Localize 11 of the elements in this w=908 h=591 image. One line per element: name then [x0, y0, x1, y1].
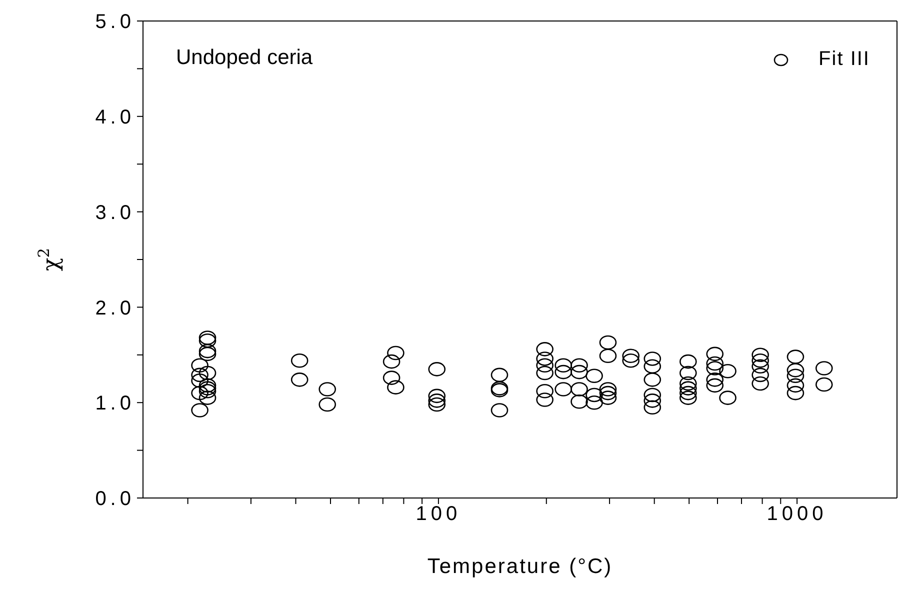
legend-label: Fit III	[818, 48, 870, 71]
y-tick-label: 4.0	[95, 106, 135, 128]
x-axis-title: Temperature (°C)	[427, 555, 613, 578]
x-tick-label: 100	[416, 503, 462, 526]
y-tick-label: 5.0	[95, 11, 135, 34]
x-tick-label: 1000	[766, 503, 828, 526]
y-tick-label: 3.0	[95, 202, 135, 224]
y-tick-label: 1.0	[95, 392, 135, 415]
annotation: Undoped ceria	[176, 46, 313, 70]
y-tick-label: 0.0	[95, 488, 135, 510]
y-tick-label: 2.0	[95, 297, 135, 320]
